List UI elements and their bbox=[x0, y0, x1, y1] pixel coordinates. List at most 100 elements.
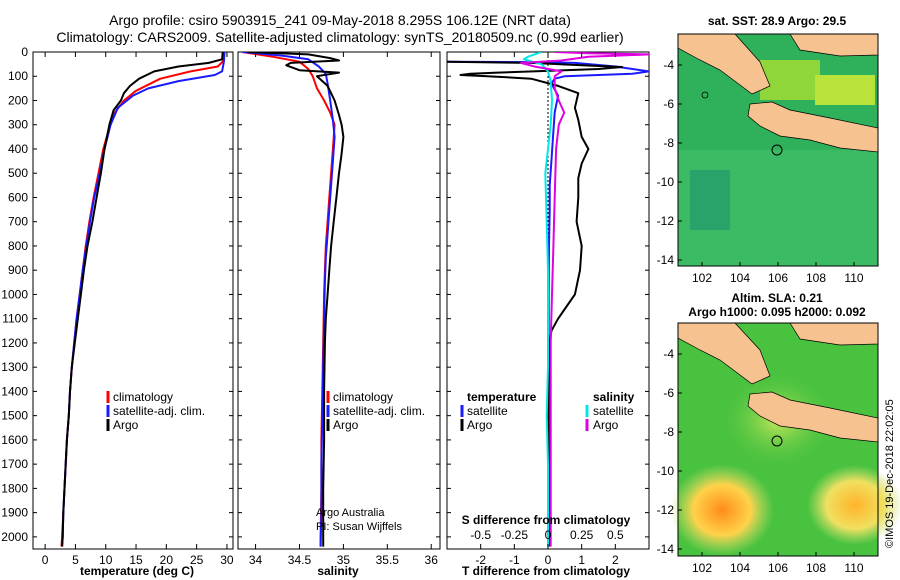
legend-temperature-title: temperature bbox=[467, 390, 537, 404]
series-line-salinity-argo bbox=[520, 52, 649, 547]
sla-map bbox=[670, 322, 900, 557]
map-y-tick-label: -10 bbox=[657, 464, 675, 478]
depth-tick-label: 1700 bbox=[1, 457, 28, 471]
sla-high-west bbox=[670, 464, 774, 556]
t-difference-x-label: T difference from climatology bbox=[462, 564, 630, 578]
sst-island bbox=[701, 91, 709, 99]
salinity-x-label: salinity bbox=[317, 564, 359, 578]
series-line-climatology bbox=[60, 52, 225, 547]
legend-s-satellite: satellite bbox=[593, 404, 634, 418]
salinity-legend: climatology satellite-adj. clim. Argo bbox=[326, 390, 425, 432]
salinity-plot bbox=[242, 52, 345, 547]
imos-stamp: ©IMOS 19-Dec-2018 22:02:05 bbox=[884, 399, 896, 548]
x-tick-label: 0 bbox=[42, 553, 49, 567]
map-y-tick-label: -12 bbox=[657, 214, 675, 228]
map-y-tick-label: -6 bbox=[663, 97, 674, 111]
legend-salinity-title: salinity bbox=[593, 390, 635, 404]
depth-tick-label: 800 bbox=[8, 239, 28, 253]
java-land bbox=[747, 101, 879, 153]
sst-warm-patch-2 bbox=[815, 75, 875, 105]
map-y-tick-label: -10 bbox=[657, 175, 675, 189]
map-y-tick-label: -4 bbox=[663, 58, 674, 72]
s-difference-tick-label: 0.25 bbox=[570, 528, 594, 542]
x-tick-label: 0 bbox=[545, 553, 552, 567]
map-x-tick-label: 104 bbox=[730, 561, 750, 575]
x-tick-label: 15 bbox=[129, 553, 143, 567]
x-tick-label: 2 bbox=[612, 553, 619, 567]
map-x-tick-label: 110 bbox=[844, 561, 863, 575]
map-x-tick-label: 104 bbox=[730, 271, 750, 285]
depth-tick-label: 500 bbox=[8, 166, 28, 180]
series-line-salinity-satellite bbox=[522, 52, 553, 547]
map-x-tick-label: 110 bbox=[844, 271, 863, 285]
credit-line-1: Argo Australia bbox=[316, 507, 385, 519]
depth-tick-label: 1300 bbox=[1, 360, 28, 374]
temperature-legend: climatology satellite-adj. clim. Argo bbox=[106, 390, 205, 432]
difference-x-axis: -2 -1 0 1 2 -0.5 -0.25 0 0.25 0.5 bbox=[470, 52, 624, 567]
depth-tick-label: 1500 bbox=[1, 409, 28, 423]
depth-tick-label: 900 bbox=[8, 263, 28, 277]
salinity-x-axis: 34 34.5 35 35.5 36 bbox=[249, 52, 438, 567]
sla-java-land bbox=[747, 391, 879, 443]
x-tick-label: 1 bbox=[578, 553, 585, 567]
map-axes: 102 104 106 108 110 -4 -6 -8 -10 -12 -14 102 104 106 1… bbox=[657, 58, 864, 575]
depth-tick-label: 400 bbox=[8, 142, 28, 156]
depth-tick-label: 0 bbox=[21, 45, 28, 59]
x-tick-label: -2 bbox=[475, 553, 486, 567]
x-tick-label: 10 bbox=[99, 553, 113, 567]
map-y-tick-label: -14 bbox=[657, 542, 675, 556]
x-tick-label: -1 bbox=[509, 553, 520, 567]
s-difference-label: S difference from climatology bbox=[462, 513, 631, 527]
depth-tick-label: 100 bbox=[8, 69, 28, 83]
difference-plot bbox=[447, 52, 649, 549]
salinity-legend-climatology: climatology bbox=[333, 390, 393, 404]
depth-tick-label: 1900 bbox=[1, 506, 28, 520]
sla-map-title-1: Altim. SLA: 0.21 bbox=[731, 291, 823, 305]
credit-line-2: PI: Susan Wijffels bbox=[316, 521, 402, 533]
sst-map-title: sat. SST: 28.9 Argo: 29.5 bbox=[708, 14, 847, 28]
temperature-legend-climatology: climatology bbox=[113, 390, 173, 404]
difference-legend-temperature: temperature satellite Argo bbox=[460, 390, 537, 432]
x-tick-label: 36 bbox=[425, 553, 439, 567]
x-tick-label: 35 bbox=[337, 553, 351, 567]
panel-ticks bbox=[33, 51, 649, 538]
depth-tick-label: 200 bbox=[8, 93, 28, 107]
depth-tick-label: 2000 bbox=[1, 530, 28, 544]
temperature-legend-argo: Argo bbox=[113, 418, 139, 432]
legend-t-satellite: satellite bbox=[467, 404, 508, 418]
legend-t-argo: Argo bbox=[467, 418, 493, 432]
depth-tick-label: 700 bbox=[8, 215, 28, 229]
s-difference-tick-label: 0 bbox=[545, 528, 552, 542]
temperature-panel-frame bbox=[32, 51, 234, 550]
x-tick-label: 34 bbox=[249, 553, 263, 567]
sst-warm-patch bbox=[760, 60, 820, 100]
sla-map-title-2: Argo h1000: 0.095 h2000: 0.092 bbox=[688, 305, 866, 319]
sla-high-east bbox=[807, 465, 900, 545]
map-x-tick-label: 102 bbox=[692, 271, 712, 285]
sst-cool-patch bbox=[690, 170, 730, 230]
map-x-tick-label: 106 bbox=[768, 561, 788, 575]
sla-argo-location-marker bbox=[771, 435, 783, 447]
depth-tick-label: 1000 bbox=[1, 287, 28, 301]
map-x-tick-label: 108 bbox=[806, 271, 826, 285]
sst-map bbox=[677, 33, 879, 267]
map-y-tick-label: -6 bbox=[663, 386, 674, 400]
salinity-legend-satellite: satellite-adj. clim. bbox=[333, 404, 425, 418]
temperature-x-label: temperature (deg C) bbox=[80, 564, 194, 578]
x-tick-label: 30 bbox=[220, 553, 234, 567]
map-y-tick-label: -8 bbox=[663, 425, 674, 439]
temperature-legend-satellite: satellite-adj. clim. bbox=[113, 404, 205, 418]
salinity-legend-argo: Argo bbox=[333, 418, 359, 432]
map-x-tick-label: 106 bbox=[768, 271, 788, 285]
x-tick-label: 20 bbox=[160, 553, 174, 567]
series-line-argo bbox=[61, 52, 224, 547]
sumatra-land bbox=[677, 33, 771, 95]
salinity-panel-frame bbox=[237, 51, 441, 550]
depth-tick-label: 1400 bbox=[1, 384, 28, 398]
sla-sumatra-land bbox=[677, 322, 771, 385]
depth-tick-label: 1100 bbox=[2, 312, 28, 326]
temperature-plot bbox=[60, 52, 226, 547]
legend-s-argo: Argo bbox=[593, 418, 619, 432]
temperature-x-axis: 0 5 10 15 20 25 30 bbox=[42, 52, 234, 567]
